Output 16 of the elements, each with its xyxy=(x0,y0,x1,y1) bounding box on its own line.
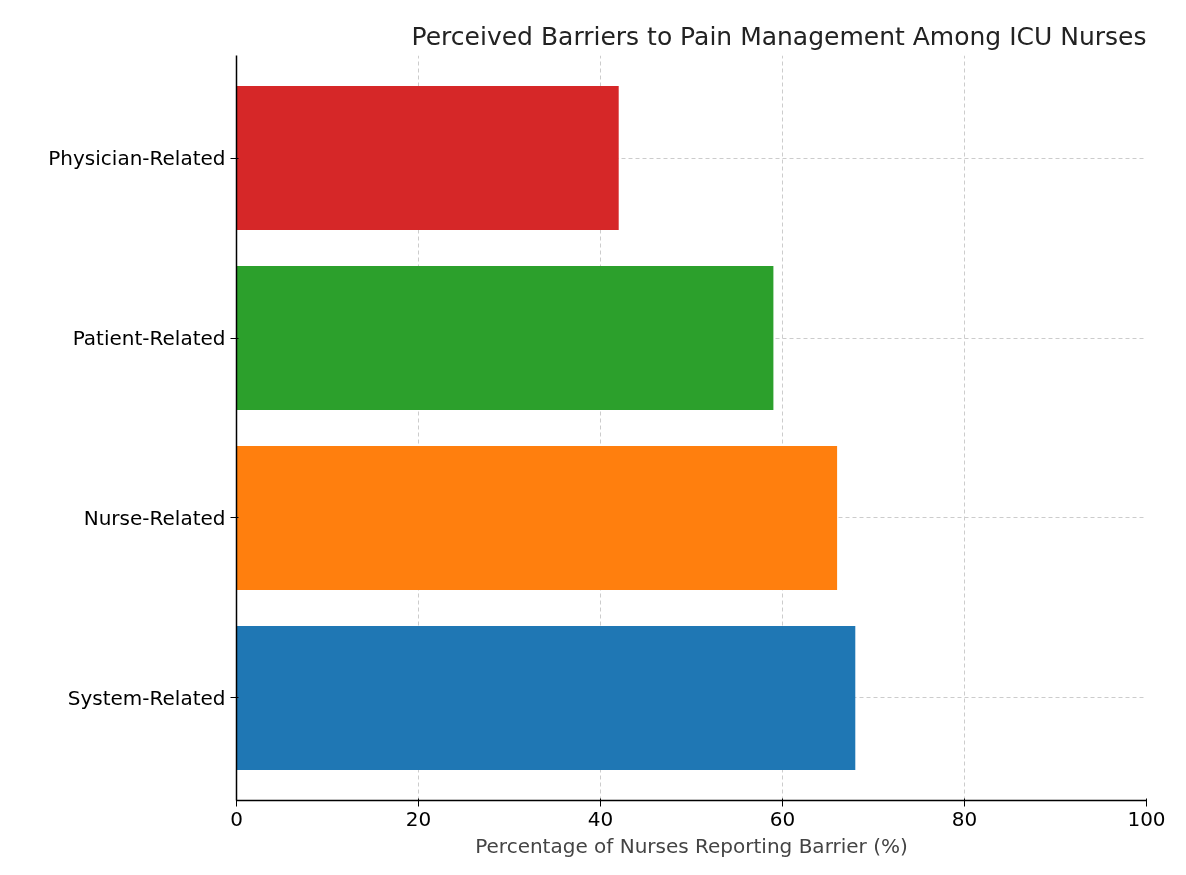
y-tick-label: Patient-Related xyxy=(72,326,226,351)
bar xyxy=(236,266,774,410)
x-tick-label: 20 xyxy=(405,806,432,831)
chart-title: Perceived Barriers to Pain Management Among ICU Nurses xyxy=(411,21,1147,51)
x-tick-label: 80 xyxy=(951,806,978,831)
x-tick-label: 40 xyxy=(587,806,614,831)
x-tick-label: 100 xyxy=(1127,806,1166,831)
x-tick-label: 60 xyxy=(769,806,796,831)
bar xyxy=(236,86,619,231)
bar xyxy=(236,446,838,590)
y-tick-label: Nurse-Related xyxy=(83,505,226,530)
x-tick-label: 0 xyxy=(230,806,243,831)
bar xyxy=(236,625,856,770)
x-axis-title: Percentage of Nurses Reporting Barrier (%) xyxy=(475,833,908,858)
y-tick-label: System-Related xyxy=(67,685,226,710)
y-tick-label: Physician-Related xyxy=(48,146,226,171)
